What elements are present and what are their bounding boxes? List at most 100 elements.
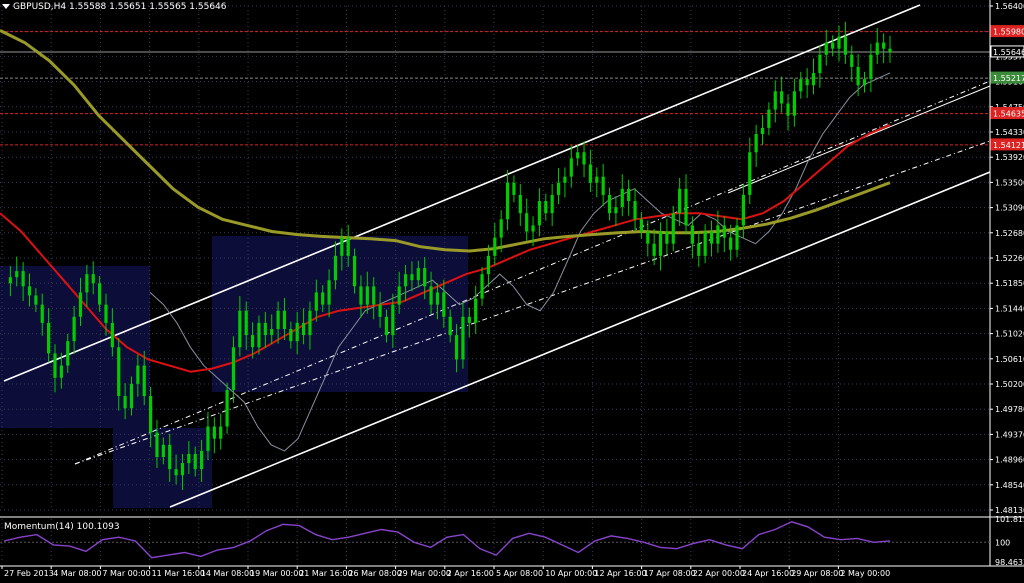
price-tick-label: 1.49780 xyxy=(995,405,1024,414)
candle-body xyxy=(658,231,663,256)
time-tick-label: 7 Mar 00:00 xyxy=(102,569,150,578)
channel-line xyxy=(169,171,991,508)
candle-body xyxy=(544,201,548,214)
moving-averages xyxy=(0,29,891,452)
candle-body xyxy=(550,194,554,214)
candle-body xyxy=(862,79,867,86)
candle-body xyxy=(98,283,102,305)
price-markers: 1.55980 1.55646 1.55217 1.54635 1.54121 xyxy=(990,25,1024,151)
candle-body xyxy=(684,188,688,226)
price-tick-label: 1.51850 xyxy=(995,279,1024,288)
time-tick-label: 12 Apr 16:00 xyxy=(594,569,646,578)
candle-body xyxy=(480,274,484,299)
candle-body xyxy=(91,274,95,284)
candle-body xyxy=(722,225,726,238)
price-marker-label: 1.55980 xyxy=(993,28,1024,37)
candle-body xyxy=(180,463,185,476)
candle-body xyxy=(168,444,172,470)
candle-body xyxy=(410,274,414,281)
candle-body xyxy=(767,109,771,128)
candle-body xyxy=(149,396,153,433)
time-tick-label: 2 May 00:00 xyxy=(840,569,890,578)
candle-body xyxy=(123,396,127,409)
candle-body xyxy=(250,335,255,348)
channel-line xyxy=(3,4,921,382)
candle-body xyxy=(518,194,522,214)
candle-body xyxy=(72,316,76,342)
candle-body xyxy=(875,42,879,55)
candle-body xyxy=(824,42,828,55)
candle-body xyxy=(697,243,701,256)
moving-average-line xyxy=(149,72,891,452)
candle-body xyxy=(882,42,886,49)
candle-body xyxy=(423,268,427,287)
candle-body xyxy=(741,194,745,226)
candle-body xyxy=(295,322,299,342)
chart-header: GBPUSD,H4 1.55588 1.55651 1.55565 1.5564… xyxy=(2,2,227,12)
candle-body xyxy=(856,66,860,86)
candle-body xyxy=(27,286,32,296)
candle-body xyxy=(66,341,70,366)
candle-body xyxy=(652,243,656,256)
price-tick-label: 1.48540 xyxy=(995,481,1024,490)
price-marker-label: 1.54635 xyxy=(993,110,1024,119)
candle-body xyxy=(270,328,274,336)
candle-body xyxy=(620,188,624,208)
candle-body xyxy=(429,286,433,305)
candle-body xyxy=(136,365,140,384)
momentum-panel[interactable]: 101.8151 100 98.4633 xyxy=(0,515,1024,567)
candle-body xyxy=(563,176,567,183)
price-tick-label: 1.51020 xyxy=(995,330,1024,339)
price-tick-label: 1.49370 xyxy=(995,430,1024,439)
price-tick-label: 1.54330 xyxy=(995,128,1024,137)
price-marker-label: 1.55217 xyxy=(993,74,1024,83)
candle-body xyxy=(352,255,357,287)
candle-body xyxy=(512,182,516,195)
time-tick-label: 4 Mar 08:00 xyxy=(53,569,101,578)
candle-body xyxy=(378,304,382,317)
price-tick-label: 1.53500 xyxy=(995,178,1024,187)
candle-body xyxy=(403,274,408,287)
candle-body xyxy=(671,213,675,244)
candle-body xyxy=(117,347,121,397)
time-tick-label: 26 Mar 08:00 xyxy=(348,569,401,578)
chevron-down-icon[interactable] xyxy=(2,4,10,9)
candle-body xyxy=(499,219,503,238)
candle-body xyxy=(187,453,191,464)
candle-body xyxy=(729,237,733,250)
candle-body xyxy=(359,286,363,305)
time-tick-label: 10 Apr 00:00 xyxy=(545,569,597,578)
candle-body xyxy=(843,36,847,55)
candle-body xyxy=(340,237,344,256)
candle-body xyxy=(505,182,510,220)
price-marker-box xyxy=(990,25,1024,38)
candle-body xyxy=(21,271,25,287)
candle-body xyxy=(391,304,395,336)
candle-body xyxy=(142,365,146,397)
candle-body xyxy=(474,298,478,323)
candle-body xyxy=(831,42,835,49)
candle-body xyxy=(665,231,669,244)
candle-body xyxy=(454,335,459,360)
candle-body xyxy=(537,201,542,226)
candle-body xyxy=(308,310,312,336)
price-marker-box xyxy=(990,71,1024,84)
candle-body xyxy=(346,237,350,256)
momentum-label: Momentum(14) 100.1093 xyxy=(4,522,120,532)
moving-average-line xyxy=(0,29,891,253)
range-box xyxy=(212,236,468,392)
price-marker-box xyxy=(990,107,1024,120)
candle-body xyxy=(646,231,650,244)
candle-body xyxy=(193,453,197,470)
candle-body xyxy=(595,176,599,183)
moving-average-line xyxy=(0,123,891,373)
grid-lines xyxy=(0,5,990,562)
candle-body xyxy=(384,316,389,336)
candle-body xyxy=(678,188,682,214)
candle-body xyxy=(282,310,287,329)
time-tick-label: 21 Mar 16:00 xyxy=(299,569,352,578)
candle-body xyxy=(416,268,420,281)
momentum-tick-label: 100 xyxy=(995,538,1010,547)
